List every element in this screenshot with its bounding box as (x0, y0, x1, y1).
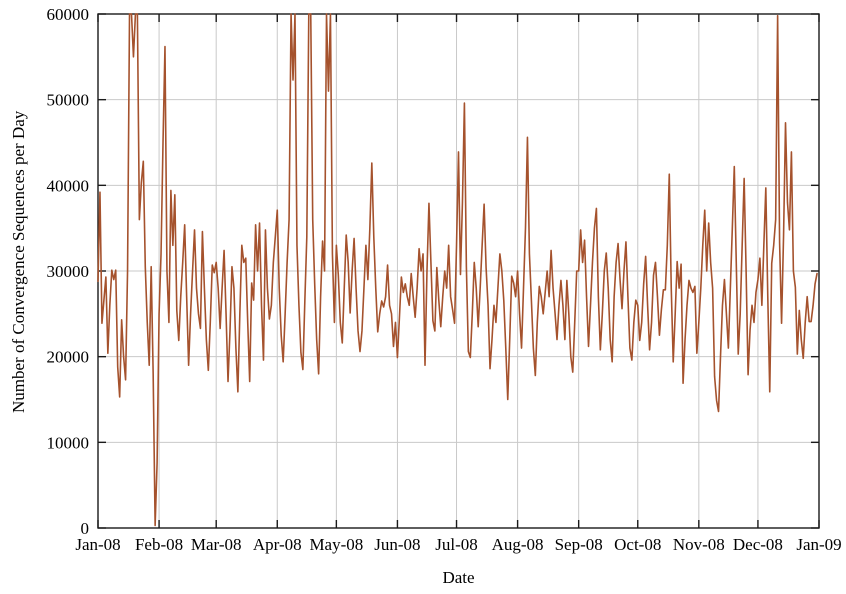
y-tick-label-40000: 40000 (47, 176, 90, 195)
x-tick-label-Feb-08: Feb-08 (135, 535, 183, 554)
x-tick-label-Jan-09: Jan-09 (796, 535, 841, 554)
y-tick-label-30000: 30000 (47, 262, 90, 281)
x-tick-label-Jul-08: Jul-08 (435, 535, 478, 554)
y-tick-label-20000: 20000 (47, 348, 90, 367)
data-series-line (97, 13, 818, 527)
x-tick-label-Dec-08: Dec-08 (733, 535, 783, 554)
x-tick-label-Jan-08: Jan-08 (75, 535, 120, 554)
x-tick-label-Sep-08: Sep-08 (555, 535, 603, 554)
x-tick-label-Mar-08: Mar-08 (191, 535, 242, 554)
x-tick-label-Aug-08: Aug-08 (492, 535, 544, 554)
y-tick-label-60000: 60000 (47, 5, 90, 24)
y-tick-label-0: 0 (81, 519, 90, 538)
y-tick-label-10000: 10000 (47, 433, 90, 452)
x-tick-label-Apr-08: Apr-08 (253, 535, 302, 554)
y-tick-label-50000: 50000 (47, 91, 90, 110)
x-axis-title: Date (442, 568, 475, 587)
x-tick-label-Jun-08: Jun-08 (374, 535, 420, 554)
x-tick-label-Nov-08: Nov-08 (673, 535, 725, 554)
x-tick-label-Oct-08: Oct-08 (614, 535, 661, 554)
y-axis-title: Number of Convergence Sequences per Day (9, 110, 28, 413)
x-tick-label-May-08: May-08 (309, 535, 363, 554)
